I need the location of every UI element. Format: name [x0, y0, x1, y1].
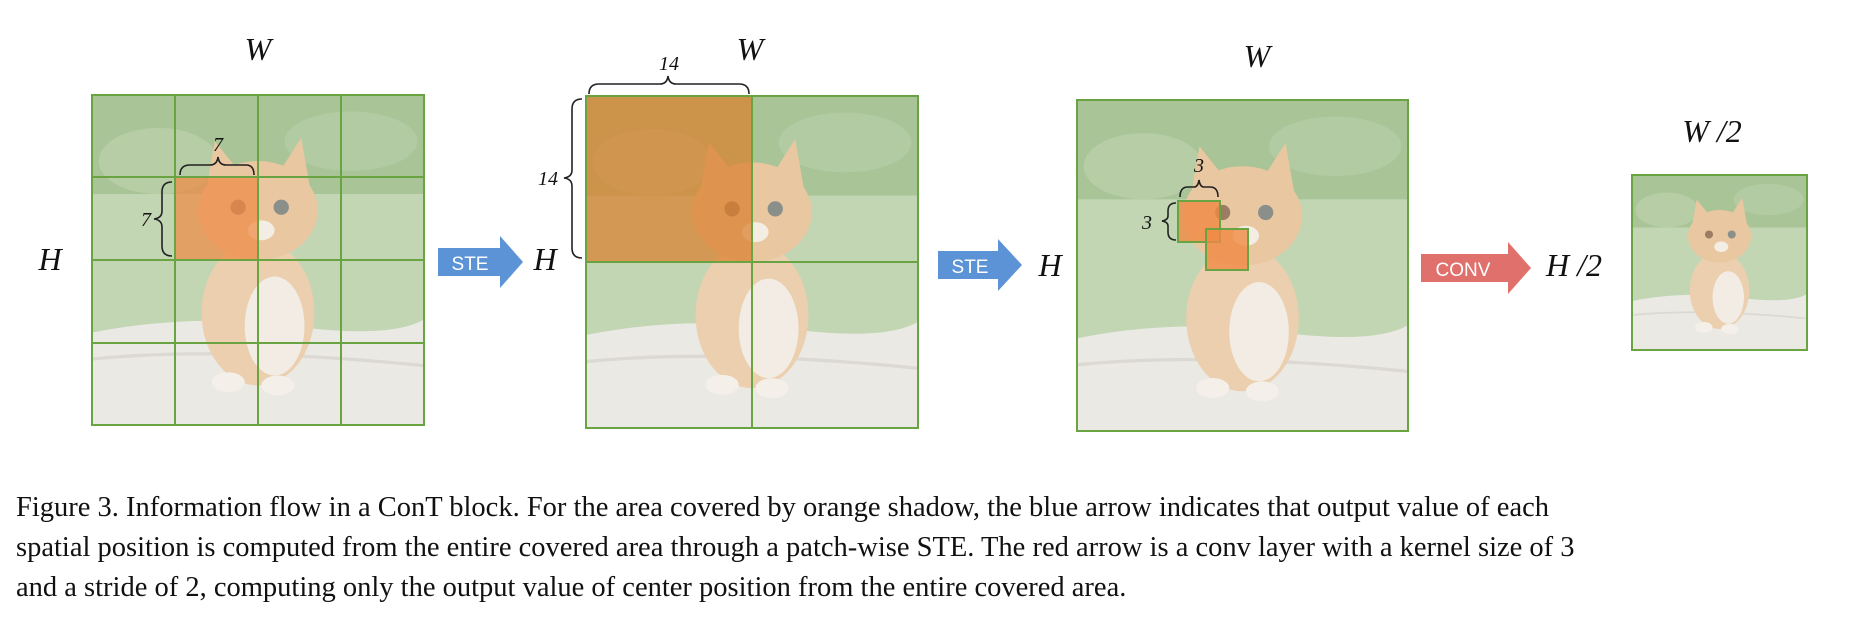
- width-label: W: [737, 31, 767, 67]
- width-label: W: [245, 31, 275, 67]
- brace-left: [563, 98, 583, 259]
- ste-arrow-1: STE: [438, 236, 523, 288]
- height-label: H: [532, 241, 558, 277]
- conv-arrow: CONV: [1421, 242, 1531, 294]
- height-label: H: [1037, 247, 1063, 283]
- panel-grid-4x4: 7 7 W H: [37, 31, 425, 426]
- grid-lines: [585, 95, 919, 429]
- height-label: H: [37, 241, 63, 277]
- brace-top: [1179, 179, 1219, 198]
- grid-lines: [91, 94, 425, 426]
- brace-top: [588, 75, 750, 95]
- brace-left: [153, 181, 173, 257]
- patch-label-left: 7: [141, 209, 152, 231]
- patch-label-top: 3: [1193, 155, 1204, 177]
- patch-label-left: 3: [1141, 212, 1152, 234]
- caption-line: Figure 3. Information flow in a ConT blo…: [16, 492, 1549, 523]
- panel-output: W /2 H /2: [1545, 113, 1808, 351]
- patch-label-left: 14: [538, 168, 558, 190]
- panel-border: [1631, 174, 1808, 351]
- caption-line: spatial position is computed from the en…: [16, 532, 1575, 563]
- arrow-label: CONV: [1436, 260, 1491, 281]
- arrow-label: STE: [952, 257, 989, 278]
- kernel-window-2: [1205, 228, 1249, 271]
- panel-conv-kernel: 3 3 W H: [1037, 38, 1409, 432]
- brace-left: [1161, 202, 1177, 241]
- caption-line: and a stride of 2, computing only the ou…: [16, 572, 1127, 603]
- orange-patch-14x14: [586, 96, 752, 262]
- ste-arrow-2: STE: [938, 239, 1022, 291]
- width-label: W /2: [1682, 113, 1742, 149]
- width-label: W: [1244, 38, 1274, 74]
- patch-label-top: 14: [659, 53, 679, 75]
- figure-caption: Figure 3. Information flow in a ConT blo…: [16, 488, 1856, 608]
- kitten-image: [1632, 175, 1807, 350]
- arrow-label: STE: [452, 254, 489, 275]
- orange-patch-7x7: [175, 177, 258, 260]
- height-label: H /2: [1545, 247, 1602, 283]
- panel-grid-2x2: 14 14 W H: [532, 31, 919, 429]
- brace-top: [179, 156, 255, 176]
- patch-label-top: 7: [213, 134, 224, 156]
- panel-border: [1076, 99, 1409, 432]
